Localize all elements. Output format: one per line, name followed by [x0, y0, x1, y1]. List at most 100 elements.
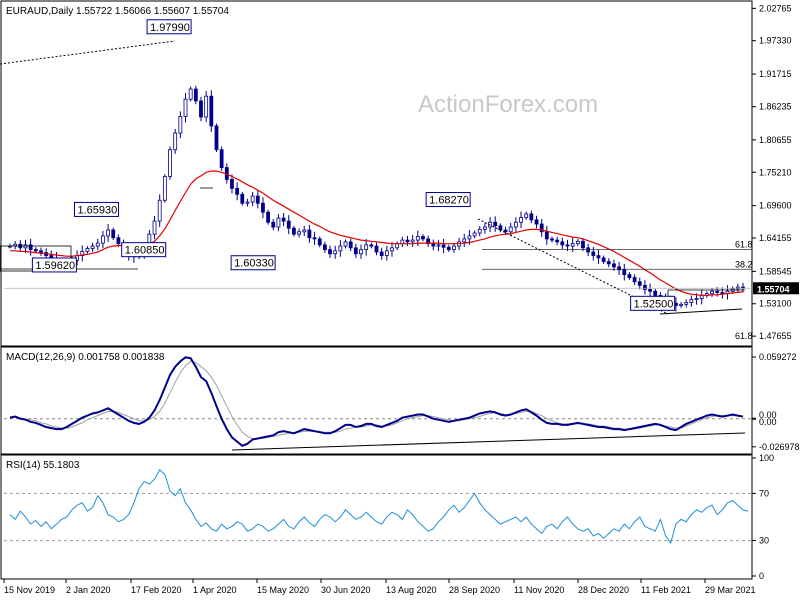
- candle-body: [255, 195, 260, 204]
- fib-levels-layer: 61.8 38.2 61.8 1.55704: [4, 240, 799, 341]
- annotation-label: 1.60850: [125, 245, 165, 257]
- x-tick-label: 17 Feb 2020: [131, 585, 182, 595]
- candle-body: [271, 221, 276, 228]
- candle-body: [328, 249, 332, 255]
- candle-body: [214, 125, 219, 151]
- candle-body: [529, 213, 534, 221]
- annotation-label: 1.60330: [234, 258, 274, 270]
- x-tick-label: 2 Jan 2020: [66, 585, 111, 595]
- x-tick-label: 11 Feb 2021: [641, 585, 691, 595]
- candle-body: [317, 238, 322, 246]
- candle-body: [462, 238, 467, 243]
- candle-body: [441, 244, 446, 248]
- candle-body: [152, 220, 157, 235]
- moving-average-line: [10, 170, 744, 296]
- candle-body: [612, 263, 616, 268]
- candle-body: [410, 239, 415, 243]
- candle-body: [467, 235, 472, 240]
- macd-tick-label: 0.00: [759, 417, 777, 427]
- x-tick-label: 11 Nov 2020: [514, 585, 564, 595]
- candle-body: [90, 245, 95, 249]
- candle-body: [452, 245, 456, 251]
- candle-body: [281, 217, 286, 222]
- candle-body: [106, 229, 110, 237]
- candle-body: [292, 227, 296, 235]
- candle-body: [544, 231, 549, 240]
- price-tick-label: 1.75210: [759, 167, 792, 177]
- macd-main-line: [9, 356, 744, 447]
- x-tick-label: 1 Apr 2020: [193, 585, 237, 595]
- price-tick-label: 1.53100: [759, 299, 792, 309]
- candle-body: [627, 274, 632, 278]
- rsi-tick-label: 0: [759, 571, 764, 581]
- candle-body: [245, 201, 250, 204]
- annotation-box: [146, 19, 192, 35]
- fib-level-label: 38.2: [735, 259, 753, 269]
- candle-body: [421, 236, 425, 240]
- candle-body: [348, 241, 353, 249]
- candle-body: [312, 237, 317, 240]
- macd-trendline: [231, 432, 746, 451]
- candle-body: [199, 100, 203, 118]
- annotation-label: 1.52500: [634, 298, 674, 310]
- candle-body: [591, 251, 596, 256]
- candle-body: [286, 220, 291, 229]
- candle-body: [209, 95, 214, 127]
- x-tick-label: 29 Mar 2021: [705, 585, 756, 595]
- candle-body: [648, 289, 652, 292]
- macd-axis: 0.059272 0.000.00 -0.026978: [752, 352, 800, 452]
- candle-body: [364, 244, 369, 251]
- x-tick-label: 15 May 2020: [257, 585, 309, 595]
- candle-body: [575, 240, 580, 245]
- candle-body: [710, 290, 714, 295]
- candle-body: [632, 277, 637, 283]
- x-tick-label: 30 Jun 2020: [321, 585, 371, 595]
- candle-body: [519, 217, 523, 223]
- annotation-box: [73, 201, 119, 217]
- candle-body: [173, 132, 178, 151]
- annotation-label: 1.97990: [150, 22, 190, 34]
- x-tick-label: 15 Nov 2019: [4, 585, 55, 595]
- candle-body: [353, 247, 358, 255]
- x-axis: 15 Nov 2019 2 Jan 2020 17 Feb 2020 1 Apr 20…: [3, 579, 756, 595]
- candle-body: [446, 246, 451, 251]
- candle-body: [508, 226, 513, 233]
- rsi-title: RSI(14) 55.1803: [6, 460, 80, 471]
- moving-average-layer: [10, 170, 744, 296]
- candle-body: [250, 195, 255, 203]
- price-tick-label: 1.64155: [759, 233, 792, 243]
- candle-body: [85, 248, 90, 252]
- fib-level-label: 61.8: [735, 331, 753, 341]
- x-tick-label: 28 Sep 2020: [449, 585, 500, 595]
- current-price-box: [753, 282, 799, 295]
- rsi-line: [9, 469, 749, 545]
- candle-body: [266, 211, 270, 223]
- candle-body: [116, 237, 121, 245]
- watermark: ActionForex.com: [418, 91, 598, 118]
- candle-body: [235, 187, 240, 195]
- candle-body: [395, 243, 400, 249]
- candle-body: [162, 176, 167, 201]
- candle-body: [338, 245, 343, 252]
- annotation-label: 1.68270: [429, 195, 469, 207]
- candle-body: [379, 251, 384, 256]
- price-tick-label: 1.91715: [759, 69, 792, 79]
- candle-body: [33, 249, 38, 252]
- candle-body: [333, 250, 338, 255]
- candle-body: [343, 241, 348, 247]
- macd-tick-label: 0.00: [759, 410, 777, 420]
- candle-body: [555, 239, 560, 243]
- candle-body: [276, 217, 281, 228]
- candle-body: [302, 229, 307, 233]
- candle-body: [183, 98, 188, 117]
- candle-body: [493, 221, 498, 227]
- candle-body: [477, 229, 482, 234]
- candle-body: [28, 244, 33, 251]
- macd-panel-frame: [0, 346, 753, 455]
- candle-body: [369, 244, 374, 247]
- candle-body: [689, 299, 694, 303]
- annotation-label: 1.65930: [77, 204, 117, 216]
- candle-body: [405, 239, 410, 243]
- candle-body: [550, 238, 554, 241]
- candle-body: [565, 244, 570, 247]
